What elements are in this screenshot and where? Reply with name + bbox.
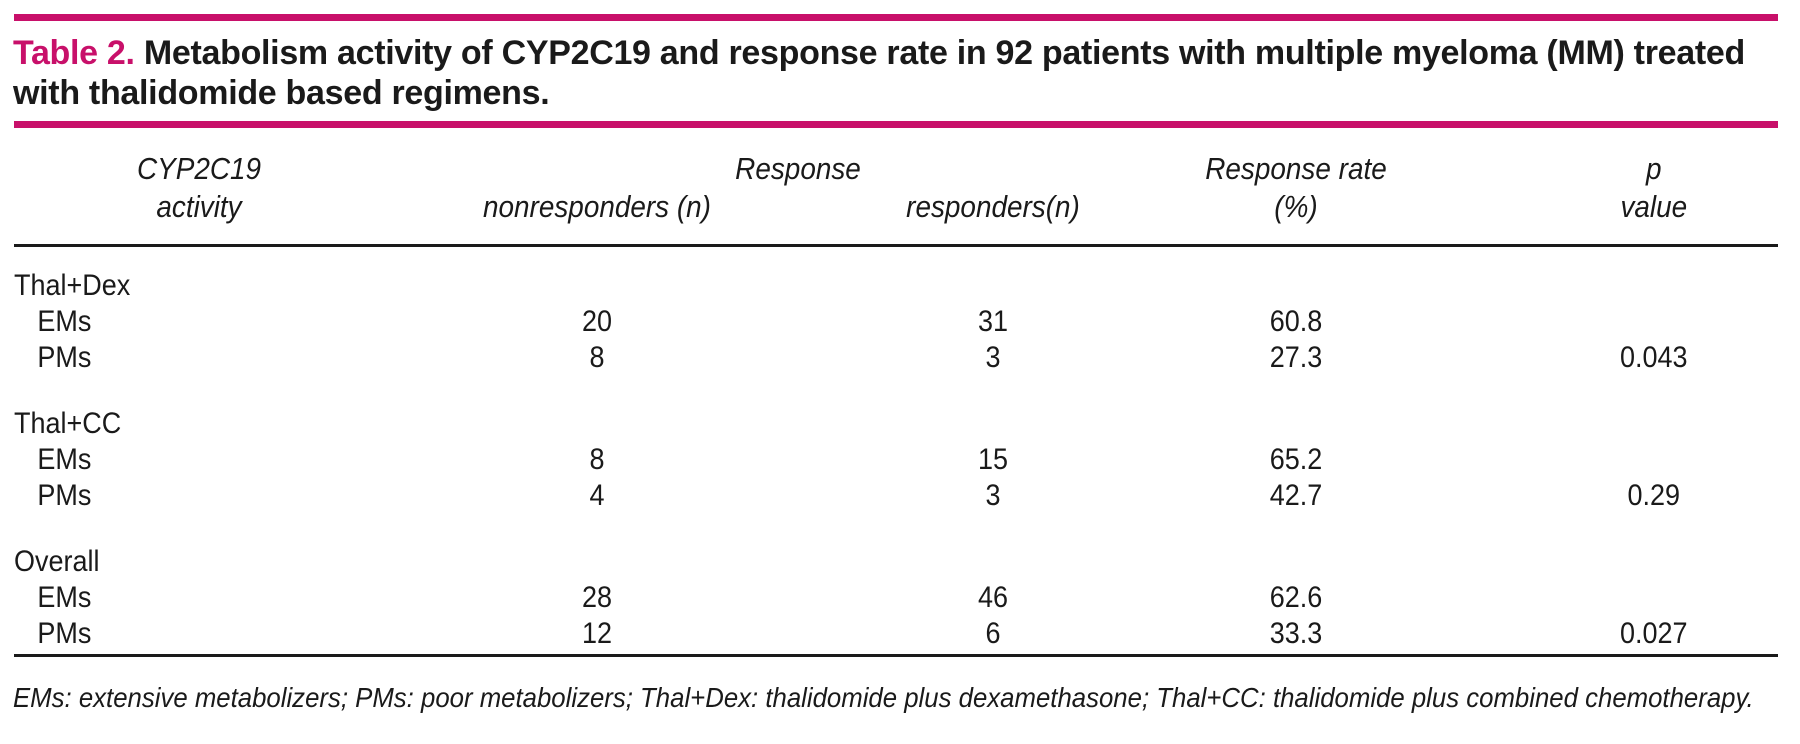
table-row: EMs 8 15 65.2 xyxy=(14,442,1778,478)
response-rate-value: 27.3 xyxy=(1269,341,1323,374)
column-header-p-value: value xyxy=(1620,189,1688,224)
column-header-cyp2c19: CYP2C19 xyxy=(136,151,262,186)
group-label: Thal+Dex xyxy=(14,269,131,302)
top-accent-rule xyxy=(14,14,1778,21)
column-header-rate-unit: (%) xyxy=(1274,189,1318,224)
responders-value: 46 xyxy=(977,581,1009,614)
group-row-thal-dex: Thal+Dex xyxy=(14,268,1778,304)
row-label: EMs xyxy=(37,443,92,476)
table-row: EMs 28 46 62.6 xyxy=(14,580,1778,616)
response-rate-value: 42.7 xyxy=(1269,479,1323,512)
table-row: PMs 8 3 27.3 0.043 xyxy=(14,340,1778,376)
table-footnote: EMs: extensive metabolizers; PMs: poor m… xyxy=(13,682,1754,713)
column-header-activity: activity xyxy=(156,189,242,224)
column-header-responders: responders(n) xyxy=(906,189,1080,224)
responders-value: 31 xyxy=(977,305,1009,338)
bottom-rule xyxy=(14,654,1778,657)
table-row: PMs 4 3 42.7 0.29 xyxy=(14,478,1778,514)
table-body: Thal+Dex EMs 20 31 60.8 PMs 8 3 27.3 0.0… xyxy=(0,268,1800,652)
column-header-response-rate: Response rate xyxy=(1205,151,1387,186)
row-label: PMs xyxy=(37,341,92,374)
response-rate-value: 60.8 xyxy=(1269,305,1323,338)
table-header: CYP2C19 Response Response rate p activit… xyxy=(14,150,1778,226)
header-rule xyxy=(14,244,1778,247)
row-label: EMs xyxy=(37,581,92,614)
p-value xyxy=(1434,442,1762,478)
table-caption: Table 2. Metabolism activity of CYP2C19 … xyxy=(13,33,1770,113)
table-number-label: Table 2. xyxy=(13,34,135,72)
responders-value: 15 xyxy=(977,443,1009,476)
row-label: PMs xyxy=(37,617,92,650)
nonresponders-value: 8 xyxy=(589,341,605,374)
column-header-p: p xyxy=(1646,151,1662,186)
p-value: 0.027 xyxy=(1620,617,1688,650)
row-label: EMs xyxy=(37,305,92,338)
group-row-overall: Overall xyxy=(14,544,1778,580)
p-value: 0.29 xyxy=(1627,479,1681,512)
response-rate-value: 65.2 xyxy=(1269,443,1323,476)
responders-value: 3 xyxy=(985,479,1001,512)
row-label: PMs xyxy=(37,479,92,512)
response-rate-value: 62.6 xyxy=(1269,581,1323,614)
nonresponders-value: 20 xyxy=(581,305,613,338)
table-row: EMs 20 31 60.8 xyxy=(14,304,1778,340)
table-row: PMs 12 6 33.3 0.027 xyxy=(14,616,1778,652)
responders-value: 3 xyxy=(985,341,1001,374)
p-value xyxy=(1434,304,1762,340)
nonresponders-value: 8 xyxy=(589,443,605,476)
response-rate-value: 33.3 xyxy=(1269,617,1323,650)
caption-bottom-accent-rule xyxy=(14,121,1778,128)
p-value xyxy=(1434,580,1762,616)
column-header-nonresponders: nonresponders (n) xyxy=(482,189,711,224)
table-caption-text: Metabolism activity of CYP2C19 and respo… xyxy=(13,34,1745,112)
column-header-response-group: Response xyxy=(735,151,861,186)
nonresponders-value: 4 xyxy=(589,479,605,512)
nonresponders-value: 12 xyxy=(581,617,613,650)
nonresponders-value: 28 xyxy=(581,581,613,614)
group-label: Overall xyxy=(14,545,100,578)
group-label: Thal+CC xyxy=(14,407,122,440)
p-value: 0.043 xyxy=(1620,341,1688,374)
group-row-thal-cc: Thal+CC xyxy=(14,406,1778,442)
responders-value: 6 xyxy=(985,617,1001,650)
